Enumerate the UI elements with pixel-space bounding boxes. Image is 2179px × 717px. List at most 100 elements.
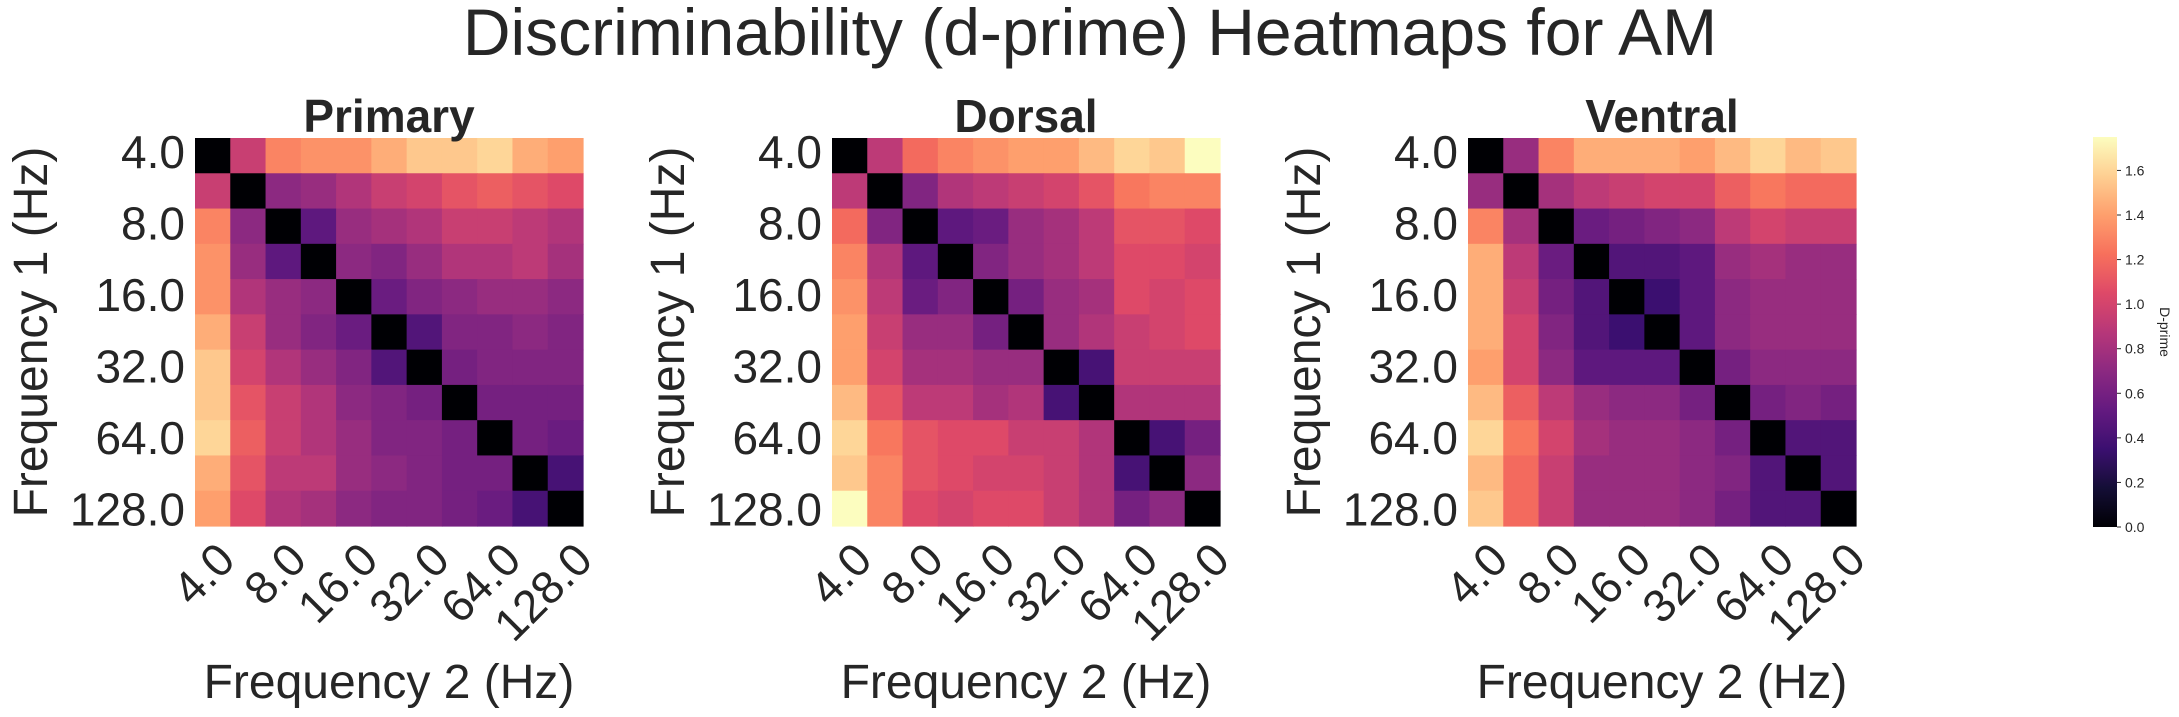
colorbar-tick-label: 1.6: [2125, 162, 2145, 178]
y-tick-label: 4.0: [1394, 126, 1458, 178]
heatmap-cell: [1573, 173, 1610, 210]
heatmap-cell: [547, 138, 584, 174]
heatmap-cell: [1468, 173, 1504, 210]
heatmap-cell: [1714, 208, 1751, 245]
heatmap-cell: [1184, 420, 1221, 457]
heatmap-cell: [832, 455, 868, 492]
heatmap-cell: [1503, 138, 1540, 174]
heatmap-cell: [867, 208, 904, 245]
heatmap-cell: [1679, 173, 1716, 210]
heatmap-cell: [195, 279, 231, 315]
heatmap-cell: [1573, 243, 1610, 280]
heatmap-cell: [195, 384, 231, 421]
heatmap-cell: [371, 420, 408, 457]
heatmap-cell: [1184, 279, 1221, 315]
x-axis-label: Frequency 2 (Hz): [1477, 656, 1848, 709]
heatmap-cell: [547, 243, 584, 280]
heatmap-cell: [1785, 279, 1822, 315]
heatmap-cell: [1468, 455, 1504, 492]
heatmap-cell: [1468, 384, 1504, 421]
heatmap-cell: [1043, 279, 1080, 315]
heatmap-cell: [1750, 455, 1787, 492]
heatmap-cell: [441, 279, 478, 315]
y-tick-label: 64.0: [95, 412, 185, 464]
heatmap-cell: [1679, 279, 1716, 315]
heatmap-cell: [300, 314, 337, 351]
heatmap-cell: [902, 349, 939, 386]
y-axis-label: Frequency 1 (Hz): [1278, 147, 1331, 518]
heatmap-cell: [1078, 279, 1115, 315]
heatmap-cell: [1679, 243, 1716, 280]
heatmap-cell: [973, 455, 1009, 492]
heatmap-cell: [1043, 384, 1080, 421]
heatmap-cell: [1573, 455, 1610, 492]
y-axis-label: Frequency 1 (Hz): [642, 147, 695, 518]
heatmap-cell: [1750, 138, 1787, 174]
heatmap-cell: [1820, 208, 1857, 245]
heatmap-cell: [547, 490, 584, 527]
colorbar-tick-label: 1.0: [2125, 296, 2145, 312]
heatmap-cell: [1149, 420, 1186, 457]
heatmap-cell: [1714, 384, 1751, 421]
heatmap-cell: [973, 490, 1009, 527]
heatmap-cell: [265, 490, 302, 527]
heatmap-cell: [1573, 384, 1610, 421]
heatmap-cell: [1078, 490, 1115, 527]
heatmap-cell: [512, 420, 549, 457]
heatmap-cell: [336, 314, 372, 351]
heatmap-cell: [300, 173, 337, 210]
heatmap-cell: [937, 384, 974, 421]
heatmap-cell: [512, 349, 549, 386]
heatmap-cell: [1714, 455, 1751, 492]
colorbar-tick-label: 0.4: [2125, 430, 2145, 446]
panel-title: Dorsal: [954, 90, 1097, 142]
heatmap-cell: [867, 243, 904, 280]
heatmap-cell: [300, 384, 337, 421]
heatmap-cell: [1149, 455, 1186, 492]
heatmap-cell: [195, 208, 231, 245]
heatmap-primary: Primary4.08.016.032.064.0128.04.08.016.0…: [5, 90, 602, 709]
colorbar-tick-label: 0.2: [2125, 474, 2145, 490]
heatmap-cell: [937, 490, 974, 527]
y-tick-label: 32.0: [95, 341, 185, 393]
heatmap-cell: [300, 279, 337, 315]
heatmap-cell: [1820, 243, 1857, 280]
heatmap-cell: [1114, 349, 1151, 386]
heatmap-cell: [406, 384, 443, 421]
heatmap-cell: [1114, 279, 1151, 315]
heatmap-cell: [867, 455, 904, 492]
heatmap-cell: [406, 243, 443, 280]
heatmap-cell: [867, 138, 904, 174]
heatmap-cell: [441, 138, 478, 174]
heatmap-cell: [336, 208, 372, 245]
heatmap-cell: [1008, 349, 1045, 386]
heatmap-cell: [1503, 243, 1540, 280]
heatmap-cell: [230, 208, 267, 245]
heatmap-cell: [265, 279, 302, 315]
heatmap-cell: [1573, 208, 1610, 245]
heatmap-cell: [477, 243, 514, 280]
heatmap-cell: [902, 138, 939, 174]
heatmap-cell: [973, 138, 1009, 174]
heatmap-cell: [1008, 243, 1045, 280]
heatmap-cell: [371, 455, 408, 492]
heatmap-cell: [1820, 420, 1857, 457]
heatmap-cell: [300, 490, 337, 527]
heatmap-cell: [937, 420, 974, 457]
heatmap-cell: [371, 138, 408, 174]
heatmap-cell: [406, 138, 443, 174]
heatmap-cell: [902, 279, 939, 315]
heatmap-cell: [973, 349, 1009, 386]
heatmap-cell: [195, 455, 231, 492]
heatmap-cell: [1750, 349, 1787, 386]
heatmap-cell: [1008, 384, 1045, 421]
heatmap-cell: [1644, 490, 1681, 527]
heatmap-cell: [441, 420, 478, 457]
heatmap-cell: [1503, 208, 1540, 245]
heatmap-cell: [867, 314, 904, 351]
heatmap-cell: [477, 384, 514, 421]
heatmap-cell: [1184, 243, 1221, 280]
heatmap-cell: [902, 314, 939, 351]
heatmap-cell: [1008, 279, 1045, 315]
heatmap-cell: [1468, 349, 1504, 386]
